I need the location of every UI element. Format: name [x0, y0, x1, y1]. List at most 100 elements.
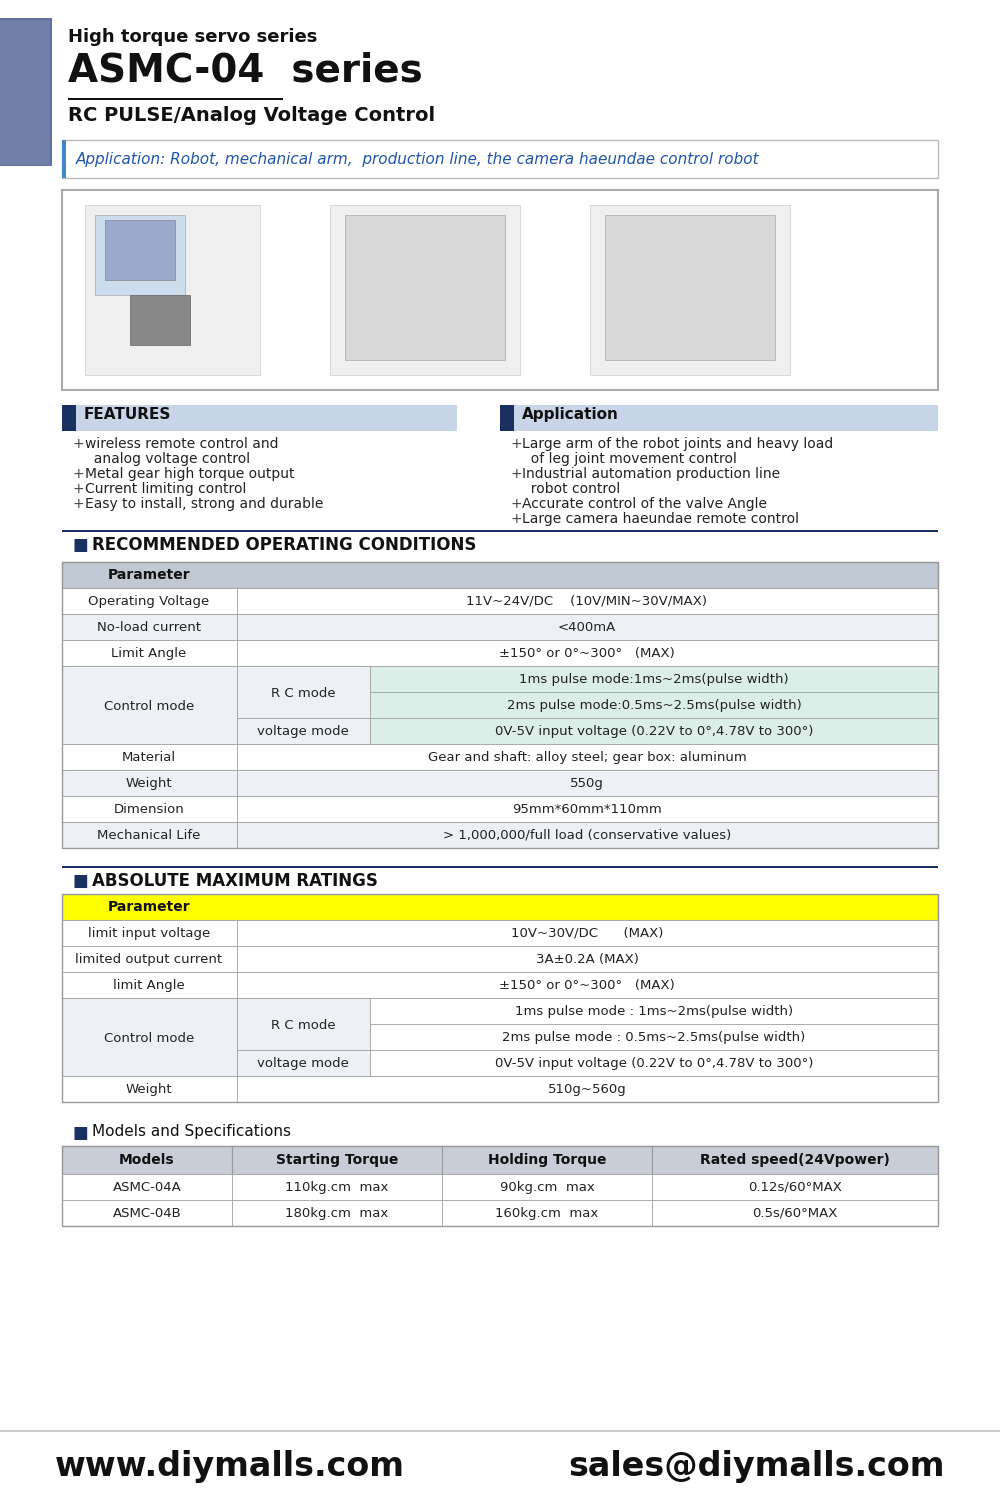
Bar: [345, 214, 505, 360]
Text: robot control: robot control: [522, 482, 620, 496]
Bar: [62, 405, 76, 432]
Text: Large arm of the robot joints and heavy load: Large arm of the robot joints and heavy …: [522, 437, 833, 451]
Text: wireless remote control and: wireless remote control and: [85, 437, 278, 451]
Bar: [62, 1076, 237, 1103]
Text: +: +: [72, 467, 84, 481]
Text: High torque servo series: High torque servo series: [68, 28, 317, 46]
Text: ±150° or 0°~300°   (MAX): ±150° or 0°~300° (MAX): [499, 979, 675, 992]
Text: 95mm*60mm*110mm: 95mm*60mm*110mm: [512, 804, 662, 815]
Text: ■: ■: [72, 1123, 88, 1141]
Bar: [330, 205, 520, 375]
Bar: [62, 530, 938, 533]
Bar: [590, 205, 790, 375]
Text: Application: Robot, mechanical arm,  production line, the camera haeundae contro: Application: Robot, mechanical arm, prod…: [76, 152, 760, 167]
Bar: [232, 1174, 442, 1199]
Text: 180kg.cm  max: 180kg.cm max: [285, 1207, 389, 1220]
Text: analog voltage control: analog voltage control: [85, 452, 250, 466]
Text: +: +: [72, 482, 84, 496]
Bar: [62, 140, 938, 179]
Text: <400mA: <400mA: [558, 620, 616, 634]
Bar: [62, 744, 237, 769]
Bar: [95, 214, 185, 295]
Text: limited output current: limited output current: [75, 952, 223, 966]
Bar: [62, 588, 237, 615]
Text: ■: ■: [72, 872, 88, 890]
Text: 11V~24V/DC    (10V/MIN~30V/MAX): 11V~24V/DC (10V/MIN~30V/MAX): [466, 595, 708, 609]
Bar: [0, 18, 52, 167]
Text: 160kg.cm  max: 160kg.cm max: [495, 1207, 599, 1220]
Bar: [370, 719, 938, 744]
Bar: [237, 920, 938, 946]
Text: 90kg.cm  max: 90kg.cm max: [500, 1181, 594, 1193]
Text: Current limiting control: Current limiting control: [85, 482, 246, 496]
Text: Holding Torque: Holding Torque: [488, 1153, 606, 1167]
Text: limit input voltage: limit input voltage: [88, 927, 210, 940]
Bar: [232, 1199, 442, 1226]
Bar: [62, 998, 237, 1076]
Text: voltage mode: voltage mode: [257, 1056, 349, 1070]
Bar: [652, 1199, 938, 1226]
Text: 0.12s/60°MAX: 0.12s/60°MAX: [748, 1181, 842, 1193]
Text: voltage mode: voltage mode: [257, 725, 349, 738]
Bar: [237, 769, 938, 796]
Bar: [237, 640, 938, 667]
Text: +: +: [510, 437, 522, 451]
Text: 510g~560g: 510g~560g: [548, 1083, 626, 1097]
Text: No-load current: No-load current: [97, 620, 201, 634]
Bar: [62, 190, 938, 390]
Text: Limit Angle: Limit Angle: [111, 647, 187, 661]
Text: Large camera haeundae remote control: Large camera haeundae remote control: [522, 512, 799, 525]
Text: Models and Specifications: Models and Specifications: [92, 1123, 291, 1138]
Text: 2ms pulse mode : 0.5ms~2.5ms(pulse width): 2ms pulse mode : 0.5ms~2.5ms(pulse width…: [502, 1031, 806, 1045]
Bar: [500, 405, 514, 432]
Bar: [62, 894, 938, 920]
Text: ■: ■: [72, 536, 88, 554]
Bar: [232, 1146, 442, 1174]
Text: Operating Voltage: Operating Voltage: [88, 595, 210, 609]
Bar: [68, 98, 283, 100]
Bar: [62, 1146, 232, 1174]
Bar: [370, 667, 938, 692]
Text: Starting Torque: Starting Torque: [276, 1153, 398, 1167]
Text: ABSOLUTE MAXIMUM RATINGS: ABSOLUTE MAXIMUM RATINGS: [92, 872, 378, 890]
Bar: [62, 140, 66, 179]
Text: 0V-5V input voltage (0.22V to 0°,4.78V to 300°): 0V-5V input voltage (0.22V to 0°,4.78V t…: [495, 725, 813, 738]
Text: Accurate control of the valve Angle: Accurate control of the valve Angle: [522, 497, 767, 510]
Bar: [62, 1174, 232, 1199]
Bar: [62, 1199, 232, 1226]
Text: ±150° or 0°~300°   (MAX): ±150° or 0°~300° (MAX): [499, 647, 675, 661]
Bar: [237, 615, 938, 640]
Text: +: +: [510, 497, 522, 510]
Bar: [605, 214, 775, 360]
Bar: [370, 1051, 938, 1076]
Text: sales@diymalls.com: sales@diymalls.com: [568, 1449, 945, 1484]
Text: 110kg.cm  max: 110kg.cm max: [285, 1181, 389, 1193]
Text: 1ms pulse mode:1ms~2ms(pulse width): 1ms pulse mode:1ms~2ms(pulse width): [519, 673, 789, 686]
Text: RECOMMENDED OPERATING CONDITIONS: RECOMMENDED OPERATING CONDITIONS: [92, 536, 476, 554]
Text: +: +: [72, 437, 84, 451]
Text: Gear and shaft: alloy steel; gear box: aluminum: Gear and shaft: alloy steel; gear box: a…: [428, 751, 746, 763]
Text: Parameter: Parameter: [108, 900, 190, 914]
Bar: [500, 405, 938, 432]
Bar: [62, 1146, 938, 1226]
Bar: [62, 972, 237, 998]
Bar: [370, 998, 938, 1024]
Bar: [237, 719, 370, 744]
Bar: [237, 821, 938, 848]
Bar: [237, 946, 938, 972]
Text: R C mode: R C mode: [271, 1019, 335, 1033]
Bar: [0, 19, 50, 165]
Bar: [237, 667, 370, 719]
Text: ASMC-04A: ASMC-04A: [113, 1181, 181, 1193]
Text: Mechanical Life: Mechanical Life: [97, 829, 201, 842]
Text: Parameter: Parameter: [108, 568, 190, 582]
Bar: [370, 1024, 938, 1051]
Text: Weight: Weight: [126, 1083, 172, 1097]
Text: of leg joint movement control: of leg joint movement control: [522, 452, 737, 466]
Text: FEATURES: FEATURES: [84, 408, 171, 423]
Bar: [370, 692, 938, 719]
Text: Easy to install, strong and durable: Easy to install, strong and durable: [85, 497, 323, 510]
Text: 0V-5V input voltage (0.22V to 0°,4.78V to 300°): 0V-5V input voltage (0.22V to 0°,4.78V t…: [495, 1056, 813, 1070]
Text: 1ms pulse mode : 1ms~2ms(pulse width): 1ms pulse mode : 1ms~2ms(pulse width): [515, 1004, 793, 1018]
Text: R C mode: R C mode: [271, 687, 335, 699]
